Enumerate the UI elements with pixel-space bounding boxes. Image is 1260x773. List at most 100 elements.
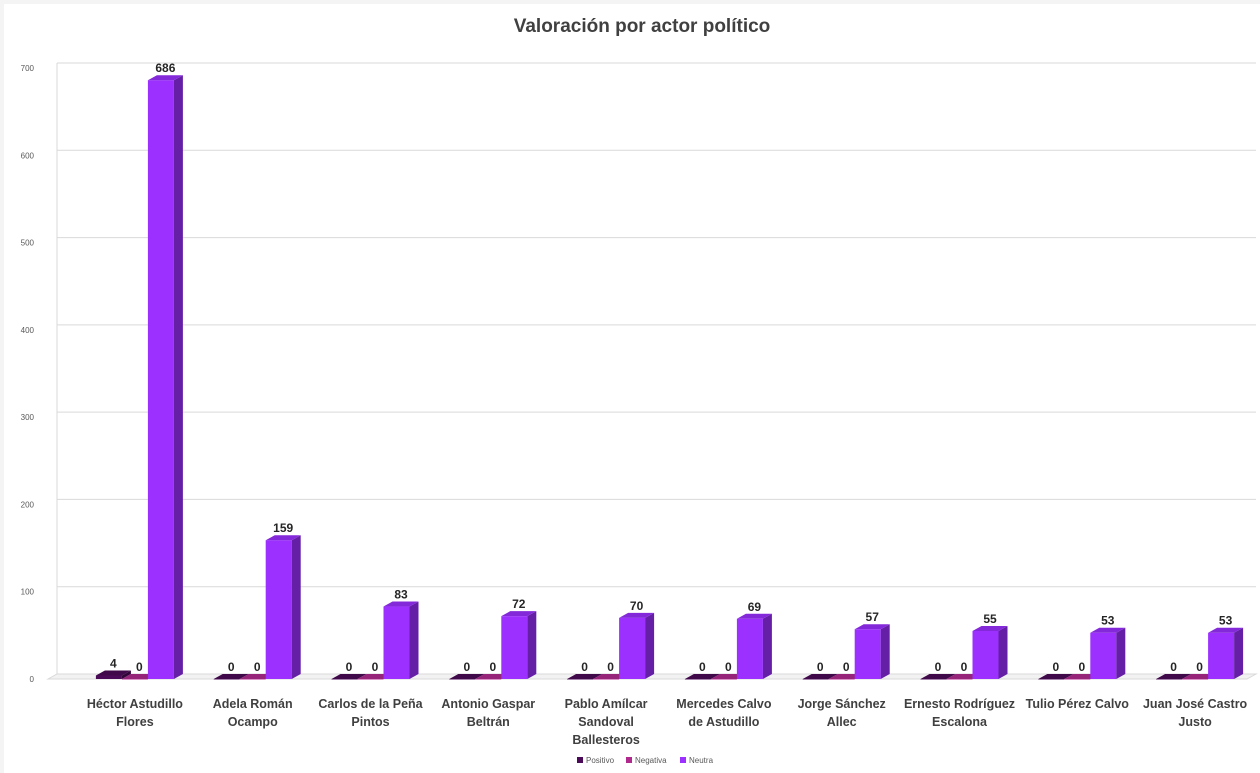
legend-label: Neutra: [689, 756, 714, 765]
x-category-line: Juan José Castro: [1143, 697, 1248, 711]
data-label: 53: [1219, 614, 1233, 628]
bar-neutra-2: [383, 601, 419, 679]
legend-label: Positivo: [586, 756, 615, 765]
data-label: 55: [983, 612, 997, 626]
bar-front: [475, 679, 502, 680]
data-label: 70: [630, 599, 644, 613]
x-category-label: Jorge Sánchez Allec: [798, 697, 886, 729]
bar-positivo-5: [684, 674, 720, 680]
data-label: 0: [843, 660, 850, 674]
bar-front: [95, 675, 122, 679]
legend-swatch: [680, 757, 686, 763]
bar-front: [828, 679, 855, 680]
chart-title: Valoración por actor político: [514, 16, 771, 37]
bar-top: [619, 612, 655, 618]
bar-positivo-7: [920, 674, 956, 680]
bar-front: [972, 630, 999, 679]
gridlines: [46, 62, 1258, 680]
data-label: 0: [346, 660, 353, 674]
bar-top: [213, 674, 249, 679]
y-tick-label: 400: [21, 326, 35, 335]
data-label: 0: [228, 660, 235, 674]
bar-side: [762, 613, 772, 679]
bar-top: [1156, 674, 1192, 679]
bar-front: [449, 679, 476, 680]
x-category-line: Sandoval: [578, 715, 634, 729]
legend: Positivo Negativa Neutra: [577, 756, 714, 765]
x-category-line: Justo: [1178, 715, 1212, 729]
x-category-label: Antonio Gaspar Beltrán: [441, 697, 535, 729]
bar-top: [449, 674, 485, 679]
x-category-label: Mercedes Calvo de Astudillo: [676, 697, 772, 729]
bar-positivo-1: [213, 674, 249, 680]
legend-item-positivo: Positivo: [577, 756, 615, 765]
bar-top: [331, 674, 367, 679]
bar-chart: Valoración por actor político 0 100 200 300…: [21, 16, 1258, 765]
bar-side: [121, 670, 131, 679]
x-category-line: Flores: [116, 715, 154, 729]
chart-container: Valoración por actor político 0 100 200 300…: [4, 4, 1260, 773]
bar-front: [1208, 632, 1235, 679]
x-category-label: Tulio Pérez Calvo: [1026, 697, 1130, 711]
bar-side: [880, 624, 890, 679]
bar-positivo-0: [95, 670, 131, 679]
bar-front: [593, 679, 620, 680]
data-label: 0: [1170, 660, 1177, 674]
bar-side: [998, 625, 1008, 679]
bar-front: [1156, 679, 1183, 680]
bar-top: [567, 674, 603, 679]
bar-side: [1234, 627, 1244, 679]
legend-item-negativa: Negativa: [626, 756, 667, 765]
data-label: 0: [1052, 660, 1059, 674]
bar-positivo-8: [1038, 674, 1074, 680]
bar-top: [95, 670, 131, 676]
bar-neutra-7: [972, 625, 1008, 679]
data-label: 0: [725, 660, 732, 674]
bar-front: [684, 679, 711, 680]
bar-neutra-9: [1208, 627, 1244, 679]
y-axis: 0 100 200 300 400 500 600 700: [21, 64, 35, 684]
bar-top: [1090, 627, 1126, 633]
data-label: 0: [935, 660, 942, 674]
data-label: 0: [607, 660, 614, 674]
bar-front: [710, 679, 737, 680]
bar-positivo-9: [1156, 674, 1192, 680]
bar-front: [265, 540, 292, 679]
y-tick-label: 100: [21, 588, 35, 597]
bar-positivo-2: [331, 674, 367, 680]
bar-top: [736, 613, 772, 619]
y-tick-label: 200: [21, 500, 35, 509]
bar-neutra-6: [854, 624, 890, 679]
bar-front: [501, 616, 528, 679]
x-category-line: de Astudillo: [688, 715, 759, 729]
y-tick-label: 300: [21, 413, 35, 422]
bar-top: [1038, 674, 1074, 679]
bar-side: [291, 535, 301, 679]
data-label: 72: [512, 597, 526, 611]
bar-top: [383, 601, 419, 607]
data-label: 0: [961, 660, 968, 674]
x-category-label: Carlos de la Peña Pintos: [318, 697, 423, 729]
x-category-label: Ernesto Rodríguez Escalona: [904, 697, 1015, 729]
data-label: 4: [110, 657, 117, 671]
bar-top: [802, 674, 838, 679]
bar-top: [1208, 627, 1244, 633]
bar-front: [357, 679, 384, 680]
bar-front: [736, 618, 763, 679]
y-tick-label: 600: [21, 151, 35, 160]
x-category-line: Pablo Amílcar: [565, 697, 648, 711]
bar-top: [147, 75, 183, 81]
bar-positivo-6: [802, 674, 838, 680]
bar-positivo-3: [449, 674, 485, 680]
x-category-label: Adela Román Ocampo: [213, 697, 293, 729]
x-category-label: Juan José Castro Justo: [1143, 697, 1248, 729]
bar-side: [645, 612, 655, 679]
bar-side: [409, 601, 419, 679]
data-label: 0: [463, 660, 470, 674]
y-tick-label: 500: [21, 239, 35, 248]
x-category-line: Allec: [827, 715, 857, 729]
x-category-line: Antonio Gaspar: [441, 697, 535, 711]
x-category-line: Carlos de la Peña: [318, 697, 423, 711]
data-label: 0: [581, 660, 588, 674]
bar-side: [173, 75, 183, 680]
